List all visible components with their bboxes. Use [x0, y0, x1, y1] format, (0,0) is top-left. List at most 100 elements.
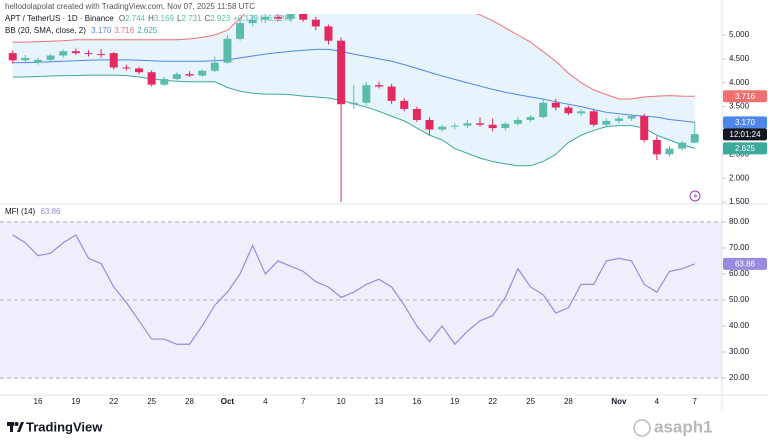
- y-tick-label: 20.00: [729, 373, 750, 382]
- price-box: [723, 142, 767, 155]
- watermark: asaph1: [654, 417, 713, 436]
- candle-body: [652, 140, 661, 155]
- x-tick-label: Oct: [221, 397, 235, 406]
- ohlc-value: 2.731: [181, 14, 202, 23]
- indicator-value: 63.86: [40, 207, 61, 216]
- candle-body: [8, 53, 17, 61]
- candle-body: [551, 102, 560, 108]
- x-tick-label: 16: [34, 397, 43, 406]
- indicator-label: MFI (14): [5, 207, 36, 216]
- x-tick-label: 19: [71, 397, 80, 406]
- y-tick-label: 4.000: [729, 78, 750, 87]
- candle-body: [261, 16, 270, 20]
- candle-body: [33, 59, 42, 63]
- candle-body: [463, 123, 472, 126]
- candle-body: [248, 19, 257, 24]
- ohlc-key: L: [176, 14, 182, 23]
- candle-body: [602, 120, 611, 125]
- price-panel: [8, 14, 699, 203]
- candle-body: [337, 40, 346, 105]
- mfi-legend: MFI (14) 63.86: [5, 207, 64, 217]
- x-tick-label: 28: [564, 397, 573, 406]
- y-tick-label: 1.500: [729, 197, 750, 206]
- candle-body: [425, 119, 434, 130]
- candle-body: [589, 111, 598, 125]
- candle-body: [185, 74, 194, 76]
- ohlc-key: C: [204, 14, 211, 23]
- candle-body: [564, 107, 573, 114]
- x-tick-label: 7: [693, 397, 698, 406]
- ohlc-key: H: [148, 14, 154, 23]
- x-tick-label: 4: [655, 397, 660, 406]
- y-tick-label: 5.000: [729, 30, 750, 39]
- change: +0.179 (+6.52%): [233, 14, 293, 23]
- ohlc-value: 2.923: [210, 14, 231, 23]
- candle-body: [59, 51, 68, 56]
- x-tick-label: Nov: [611, 397, 627, 406]
- candle-body: [627, 116, 636, 119]
- candle-body: [311, 19, 320, 27]
- candle-body: [438, 126, 447, 130]
- candle-body: [324, 26, 333, 41]
- price-box: [723, 90, 767, 103]
- candle-body: [46, 55, 55, 60]
- x-tick-label: 10: [337, 397, 346, 406]
- y-tick-label: 50.00: [729, 295, 750, 304]
- axes: 1.5002.0002.5003.0003.5004.0004.5005.000…: [0, 0, 768, 410]
- candle-body: [614, 118, 623, 121]
- x-tick-label: 22: [488, 397, 497, 406]
- candle-body: [172, 74, 181, 79]
- candle-body: [135, 68, 144, 73]
- candle-body: [286, 14, 295, 19]
- indicator-value: 3.716: [114, 26, 135, 35]
- candle-body: [147, 72, 156, 85]
- symbol: APT / TetherUS · 1D · Binance: [5, 14, 114, 23]
- y-tick-label: 60.00: [729, 269, 750, 278]
- x-tick-label: 22: [109, 397, 118, 406]
- x-tick-label: 28: [185, 397, 194, 406]
- countdown: 12:01:24: [729, 130, 761, 139]
- alert-icon-bolt: [693, 192, 698, 200]
- candle-body: [97, 54, 106, 56]
- candle-body: [450, 125, 459, 127]
- candle-body: [109, 53, 118, 68]
- price-legend: APT / TetherUS · 1D · Binance O2.744 H3.1…: [5, 14, 296, 24]
- band-fill: [12, 14, 695, 166]
- bb-legend: BB (20, SMA, close, 2) 3.170 3.716 2.625: [5, 26, 160, 36]
- x-tick-label: 16: [412, 397, 421, 406]
- band-line: [12, 14, 695, 100]
- price-box-label: 3.716: [735, 92, 756, 101]
- y-tick-label: 3.500: [729, 102, 750, 111]
- candle-body: [362, 85, 371, 103]
- y-tick-label: 2.000: [729, 173, 750, 182]
- y-tick-label: 30.00: [729, 347, 750, 356]
- mfi-line: [12, 234, 695, 346]
- x-tick-label: 19: [450, 397, 459, 406]
- price-box-label: 63.86: [735, 260, 756, 269]
- watermark-icon: [633, 419, 651, 437]
- logo-part: [17, 422, 24, 432]
- candle-body: [387, 86, 396, 101]
- indicator-label: BB (20, SMA, close, 2): [5, 26, 86, 35]
- alert-icon[interactable]: [689, 190, 701, 202]
- band-line: [12, 48, 695, 123]
- candle-body: [501, 123, 510, 129]
- candle-body: [690, 134, 699, 143]
- ohlc-key: O: [118, 14, 126, 23]
- candle-body: [577, 111, 586, 114]
- candle-body: [488, 124, 497, 129]
- y-tick-label: 80.00: [729, 217, 750, 226]
- price-box: [723, 257, 767, 270]
- candle-body: [71, 51, 80, 54]
- candle-body: [412, 108, 421, 120]
- candle-body: [236, 23, 245, 39]
- y-tick-label: 40.00: [729, 321, 750, 330]
- logo-part: [10, 422, 13, 432]
- candle-body: [21, 57, 30, 61]
- candle-body: [122, 67, 131, 69]
- countdown-box: [723, 128, 767, 141]
- x-tick-label: 7: [301, 397, 306, 406]
- price-box: [723, 116, 767, 129]
- candle-body: [374, 85, 383, 87]
